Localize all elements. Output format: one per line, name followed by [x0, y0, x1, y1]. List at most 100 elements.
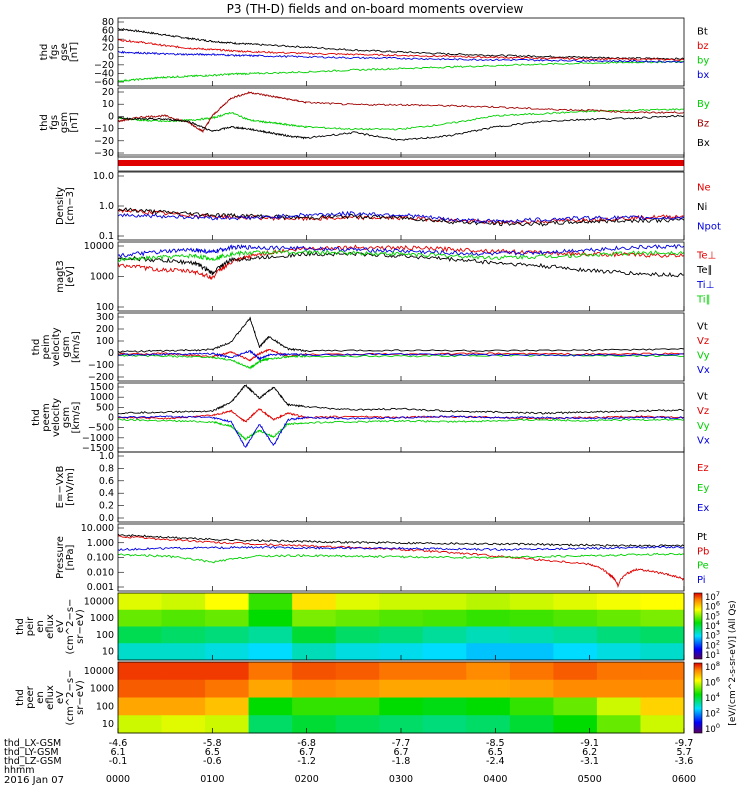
y-axis-label: [eV] [65, 266, 76, 287]
heatmap-cell [509, 679, 554, 698]
ephemeris-value: 6.7 [393, 747, 408, 758]
legend-density-Ni: Ni [697, 202, 707, 213]
legend-fgs_gsm-Bz: Bz [697, 119, 709, 130]
y-tick-label: 0 [108, 348, 114, 359]
heatmap-cell [379, 626, 424, 644]
legend-peem_velocity-Vx: Vx [697, 436, 710, 447]
ephemeris-value: 6.2 [582, 747, 597, 758]
y-tick-label: 0.4 [99, 488, 114, 499]
y-tick-label: 20 [102, 43, 114, 54]
legend-pressure-Pt: Pt [697, 532, 707, 543]
heatmap-cell [596, 593, 641, 611]
y-axis-label: Pressure [55, 536, 66, 579]
y-tick-label: −40 [94, 68, 114, 79]
heatmap-cell [640, 715, 685, 734]
heatmap-cell [640, 679, 685, 698]
ephemeris-value: -9.1 [580, 738, 599, 749]
heatmap-cell [466, 593, 511, 611]
heatmap-cell [118, 715, 163, 734]
y-axis-label: en [35, 620, 46, 633]
heatmap-cell [118, 643, 163, 661]
y-tick-label: 0.1 [99, 231, 114, 242]
heatmap-cell [118, 662, 163, 681]
heatmap-cell [466, 609, 511, 627]
y-tick-label: −30 [94, 148, 114, 159]
y-axis-label: magt3 [55, 260, 66, 293]
colorbar-ion [693, 592, 703, 660]
y-axis-label: [cm−3] [65, 187, 76, 225]
series-pressure-Pe [117, 552, 685, 564]
panel-peer_eflux: 10000 1000 100 10 thd peer en eflux eV (cm^2−s− sr… [15, 661, 685, 734]
heatmap-cell [596, 643, 641, 661]
heatmap-cell [640, 609, 685, 627]
y-axis-label: thd [31, 409, 42, 426]
heatmap-cell [379, 715, 424, 734]
y-axis-label: [km/s] [71, 331, 82, 363]
y-axis-label: [nT] [69, 112, 80, 132]
x-tick-label: 0000 [106, 774, 130, 785]
y-tick-label: 200 [96, 324, 114, 335]
y-axis-label: eV [55, 691, 66, 704]
heatmap-cell [553, 609, 598, 627]
y-axis-label: thd [39, 114, 50, 131]
heatmap-cell [509, 697, 554, 716]
heatmap-cell [335, 697, 380, 716]
heatmap-cell [422, 643, 467, 661]
heatmap-cell [118, 609, 163, 627]
heatmap-cell [640, 643, 685, 661]
y-tick-label: 100 [96, 630, 114, 641]
series-peim_velocity-Vt [117, 316, 685, 353]
y-tick-label: 0.8 [99, 463, 114, 474]
ephemeris-value: -5.8 [203, 738, 222, 749]
y-axis-label: sr−eV) [75, 680, 86, 715]
heatmap-cell [205, 609, 250, 627]
y-axis-label: eV [55, 620, 66, 633]
heatmap-cell [205, 626, 250, 644]
series-fgs_gsm-By [117, 108, 685, 131]
legend-temperature-Ti⊥: Ti⊥ [696, 280, 714, 291]
y-tick-label: −500 [88, 423, 114, 434]
heatmap-cell [248, 643, 293, 661]
series-temperature-Ti⊥ [117, 243, 685, 259]
y-tick-label: 10000 [84, 596, 114, 607]
series-peim_velocity-Vz [117, 348, 685, 362]
ephemeris-value: -6.8 [297, 738, 316, 749]
y-axis-label: en [35, 691, 46, 704]
y-tick-label: 300 [96, 312, 114, 323]
ephemeris-value: -1.2 [297, 756, 316, 767]
y-tick-label: −10 [94, 124, 114, 135]
series-peem_velocity-Vx [117, 415, 685, 448]
heatmap-cell [509, 626, 554, 644]
colorbar-tick-label: 104 [705, 691, 720, 704]
y-tick-label: 40 [102, 34, 114, 45]
y-tick-label: 0.0 [99, 513, 114, 524]
y-tick-label: 0 [108, 51, 114, 62]
heatmap-cell [379, 697, 424, 716]
y-tick-label: 10.0 [93, 171, 114, 182]
y-axis-label: [nPa] [65, 544, 76, 570]
series-fgs_gse-by [117, 60, 685, 83]
panel-frame [117, 312, 685, 382]
heatmap-cell [161, 697, 206, 716]
ephemeris-value: 6.5 [205, 747, 220, 758]
panel-pressure: 10.000 1.000 0.100 0.010 0.001 Pressure [nPa] P… [55, 523, 709, 593]
heatmap-cell [640, 593, 685, 611]
heatmap-cell [205, 679, 250, 698]
ephemeris-value: 5.7 [676, 747, 691, 758]
heatmap-cell [553, 643, 598, 661]
heatmap-cell [205, 593, 250, 611]
panel-density: 10.0 1.0 0.1 Density [cm−3] Ne Ni Npot [55, 171, 721, 242]
legend-fgs_gse-Bt: Bt [697, 26, 708, 37]
heatmap-cell [596, 609, 641, 627]
ephemeris-value: 6.7 [299, 747, 314, 758]
y-axis-label: (cm^2−s− [65, 670, 76, 726]
y-axis-label: (cm^2−s− [65, 599, 76, 655]
heatmap-cell [509, 643, 554, 661]
series-peem_velocity-Vz [117, 408, 685, 423]
series-peem_velocity-Vt [117, 384, 685, 415]
y-tick-label: 1000 [90, 684, 114, 695]
y-axis-label: thd [15, 618, 26, 635]
y-axis-label: thd [39, 44, 50, 61]
heatmap-cell [205, 715, 250, 734]
